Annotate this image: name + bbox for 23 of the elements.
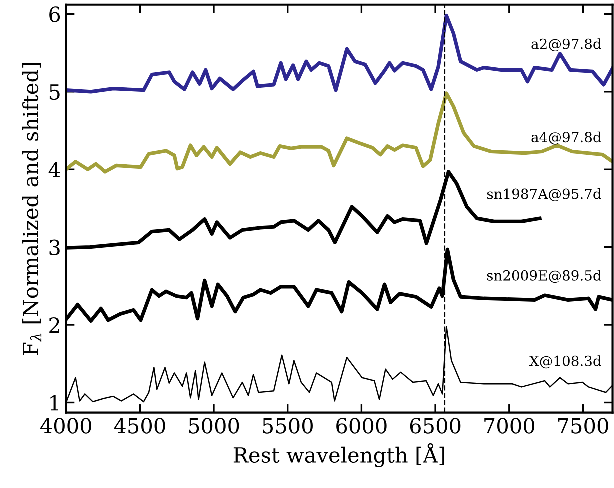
x-tick-label: 6500 [410,418,461,434]
y-tick-label: 6 [50,6,60,22]
series-label: sn2009E@89.5d [487,270,602,284]
x-tick-label: 5500 [263,418,313,434]
series-label: sn1987A@95.7d [487,188,602,202]
line-series [66,14,613,94]
x-tick-label: 7500 [558,418,608,434]
y-tick-label: 3 [50,240,60,256]
y-tick-label: 1 [50,395,58,411]
y-tick-label: 5 [50,84,60,100]
x-tick-label: 4500 [114,418,166,434]
series-label: a2@97.8d [532,38,602,52]
x-axis-title: Rest wavelength [Å] [234,443,445,468]
y-tick-label: 4 [48,162,60,178]
x-tick-label: 7000 [484,418,535,434]
x-tick-label: 4000 [40,418,92,434]
x-tick-label: 6000 [336,418,387,434]
x-tick-label: 5000 [189,418,240,434]
y-axis-title: F$_{λ}$ [Normalized and shifted] [22,63,42,356]
y-tick-label: 2 [50,317,60,333]
line-series [66,92,613,174]
series-label: X@108.3d [529,356,602,369]
series-label: a4@97.8d [532,132,602,145]
